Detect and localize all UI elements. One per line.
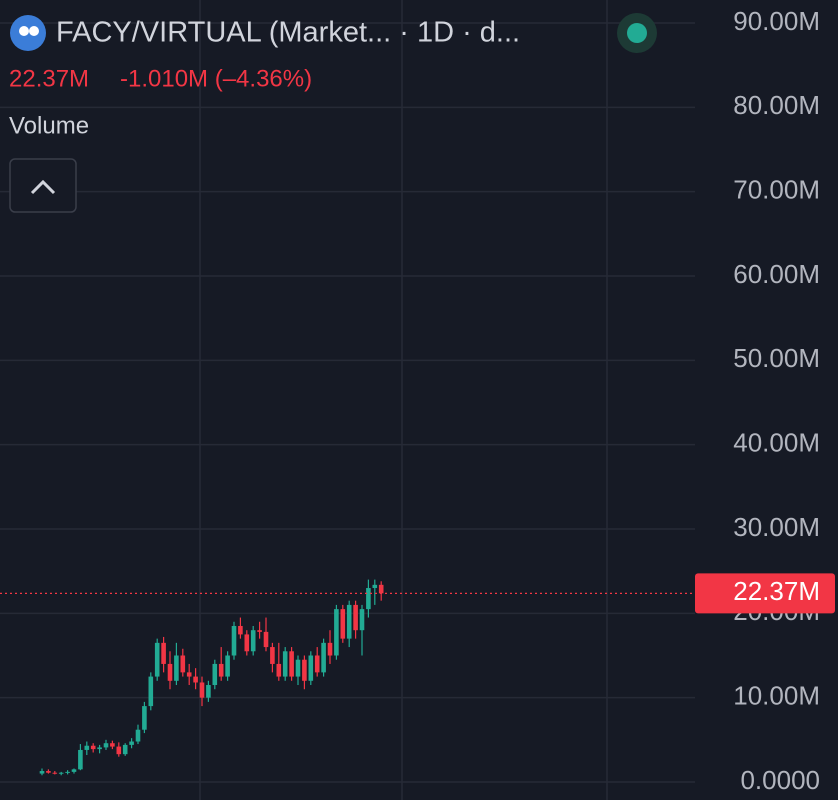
status-dot [627, 23, 647, 43]
candle-body [276, 663, 282, 677]
candle-body [58, 772, 64, 774]
last-price-badge [695, 573, 835, 614]
y-tick-label: 10.00M [733, 681, 820, 711]
candle-body [244, 634, 250, 652]
candle-body [148, 676, 154, 707]
candle-body [366, 588, 371, 610]
candle-body [39, 771, 45, 774]
candle-body [295, 659, 301, 677]
candle-body [129, 741, 134, 745]
candle-body [65, 771, 70, 773]
candle-body [359, 609, 365, 631]
candle-body [321, 642, 326, 673]
candle-body [135, 729, 141, 742]
y-tick-label: 80.00M [733, 90, 820, 120]
candle-body [193, 676, 198, 683]
candle-body [314, 655, 320, 673]
candle-body [353, 604, 358, 631]
candle-body [46, 771, 51, 773]
symbol-title: FACY/VIRTUAL (Market... · 1D · d... [56, 17, 520, 49]
candle-body [154, 642, 160, 677]
y-tick-label: 60.00M [733, 259, 820, 289]
candle-body [289, 651, 294, 677]
candle-body [206, 685, 211, 698]
chevron-icon [30, 179, 56, 195]
candle-body [180, 655, 186, 673]
candle-body [225, 655, 230, 677]
candle-body [238, 625, 243, 635]
last-price: 22.37M [9, 65, 89, 92]
last-price-label: 22.37M [733, 576, 820, 606]
candle-body [174, 655, 179, 681]
candle-body [142, 706, 147, 730]
y-tick-label: 70.00M [733, 175, 820, 205]
candle-body [263, 631, 269, 648]
collapse-button[interactable] [9, 158, 77, 213]
indicator-label: Volume [9, 112, 89, 139]
candle-body [327, 642, 333, 656]
candle-body [212, 663, 218, 686]
candle-body [250, 630, 256, 652]
candle-body [97, 747, 102, 750]
candle-body [308, 655, 314, 681]
candle-body [167, 663, 173, 681]
candle-body [340, 609, 346, 639]
candle-body [78, 749, 83, 770]
candle-body [110, 743, 115, 747]
candle-body [116, 746, 122, 755]
candle-body [302, 659, 307, 681]
candle-body [372, 584, 378, 589]
logo-eye [29, 26, 39, 36]
candle-body [90, 745, 96, 750]
y-tick-label: 90.00M [733, 6, 820, 36]
price-change: -1.010M (–4.36%) [120, 65, 312, 92]
candle-body [346, 604, 352, 639]
candle-body [334, 609, 339, 656]
candle-body [378, 584, 384, 594]
y-tick-label: 30.00M [733, 512, 820, 542]
y-tick-label: 0.0000 [740, 765, 820, 795]
candle-body [186, 672, 192, 677]
candle-body [282, 651, 288, 677]
candle-body [71, 769, 77, 772]
candle-body [161, 642, 166, 664]
y-tick-label: 50.00M [733, 343, 820, 373]
candle-body [199, 682, 205, 698]
y-tick-label: 40.00M [733, 428, 820, 458]
plot [0, 22, 695, 783]
candle-body [52, 772, 58, 774]
candle-body [270, 647, 275, 664]
candle-body [231, 625, 237, 656]
logo-eye [19, 26, 29, 36]
candle-body [103, 743, 109, 748]
y-axis: 0.000010.00M20.00M30.00M40.00M50.00M60.0… [695, 6, 835, 795]
candle-body [257, 630, 262, 632]
candle-body [84, 745, 90, 750]
candle-body [218, 663, 224, 677]
candle-body [122, 744, 128, 755]
